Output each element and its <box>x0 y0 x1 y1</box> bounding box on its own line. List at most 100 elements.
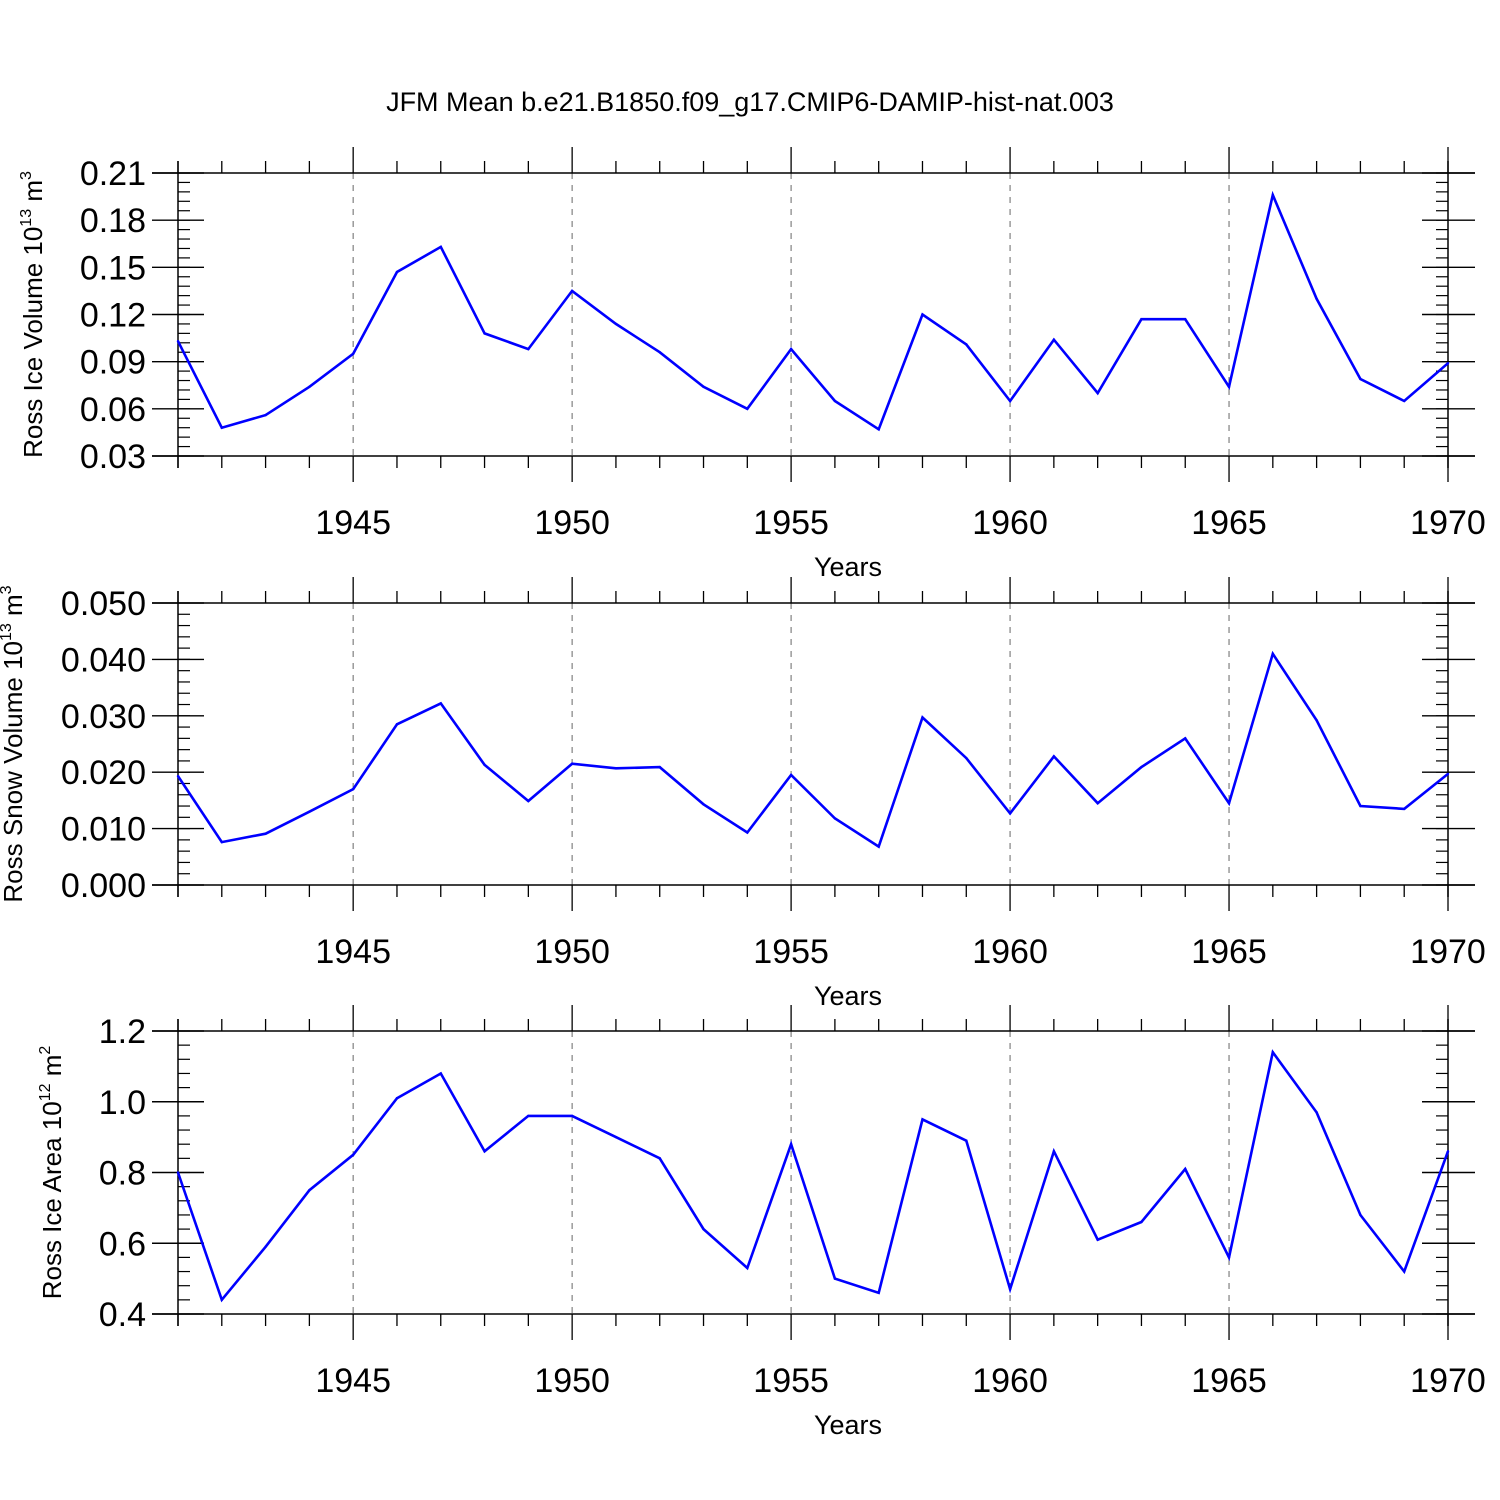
data-point <box>833 399 837 403</box>
data-point <box>833 1277 837 1280</box>
data-point <box>1184 1167 1187 1171</box>
data-point <box>1403 1270 1406 1273</box>
data-point <box>746 831 749 834</box>
y-axis-title-exponent: 13 <box>18 209 35 227</box>
figure-title: JFM Mean b.e21.B1850.f09_g17.CMIP6-DAMIP… <box>386 87 1114 117</box>
y-tick-label: 0.09 <box>80 344 146 382</box>
data-point <box>264 832 267 835</box>
data-point <box>1096 802 1099 805</box>
x-tick-label: 1960 <box>972 933 1048 971</box>
data-point <box>1315 1111 1318 1114</box>
data-point <box>833 817 837 820</box>
data-point <box>220 426 223 429</box>
y-tick-label: 0.040 <box>61 641 146 679</box>
y-axis-title-unit-exponent: 2 <box>37 1046 54 1055</box>
data-point <box>965 756 968 760</box>
y-tick-label: 0.6 <box>99 1225 146 1263</box>
y-tick-label: 0.06 <box>80 391 146 429</box>
y-axis-title-exponent: 13 <box>0 623 15 641</box>
data-point <box>746 407 749 411</box>
data-point <box>1271 1051 1275 1054</box>
data-point <box>395 270 399 274</box>
x-tick-label: 1950 <box>534 504 610 542</box>
x-tick-label: 1965 <box>1191 933 1267 971</box>
y-tick-label: 1.2 <box>99 1013 146 1051</box>
data-point <box>921 716 924 719</box>
data-point <box>527 799 530 803</box>
y-tick-label: 0.12 <box>80 297 146 335</box>
data-point <box>614 322 618 326</box>
data-point <box>351 787 355 791</box>
data-point <box>176 340 180 343</box>
x-tick-label: 1960 <box>972 504 1048 542</box>
y-tick-label: 0.010 <box>61 811 146 849</box>
y-axis-title-main: Ross Snow Volume 10 <box>0 641 28 903</box>
data-point <box>1446 1150 1450 1153</box>
data-point <box>702 1227 705 1231</box>
data-point <box>1359 804 1362 808</box>
data-point <box>1008 812 1012 815</box>
data-point <box>789 1143 793 1146</box>
series-line <box>176 1049 1450 1303</box>
data-point <box>658 765 661 769</box>
y-tick-label: 0.03 <box>80 438 146 476</box>
y-tick-label: 0.4 <box>99 1296 146 1334</box>
data-point <box>921 313 924 316</box>
panel-ice-volume: 1945 1950 1955 1960 1965 1970 Years 0.03 0.06 0.0… <box>18 147 1486 582</box>
data-point <box>570 762 574 765</box>
data-point <box>308 385 311 389</box>
panel-ice-area: 1945 1950 1955 1960 1965 1970 Years 0.4 0.6 0.8 1.… <box>37 1005 1486 1440</box>
data-point <box>1315 297 1318 300</box>
y-tick-label: 0.020 <box>61 754 146 792</box>
data-point <box>1403 399 1406 403</box>
data-point <box>1446 362 1450 365</box>
x-tick-label: 1965 <box>1191 504 1267 542</box>
data-point <box>1184 318 1187 321</box>
data-point <box>1227 385 1231 389</box>
data-point <box>570 289 574 293</box>
y-tick-label: 0.8 <box>99 1155 146 1193</box>
data-point <box>965 343 968 346</box>
data-point <box>702 803 705 806</box>
data-point <box>921 1118 924 1121</box>
x-tick-label: 1960 <box>972 1362 1048 1400</box>
data-point <box>1052 755 1056 758</box>
series-line <box>176 190 1449 432</box>
y-axis-title-exponent: 12 <box>37 1083 54 1101</box>
data-point <box>308 810 311 813</box>
data-point <box>395 723 399 726</box>
y-tick-label: 0.000 <box>61 867 146 905</box>
data-point <box>1227 802 1231 805</box>
x-tick-label: 1970 <box>1410 504 1486 542</box>
y-tick-label: 1.0 <box>99 1084 146 1122</box>
data-point <box>1359 377 1362 381</box>
y-tick-label: 0.15 <box>80 249 146 287</box>
data-point <box>439 1072 442 1075</box>
data-point <box>877 845 880 848</box>
x-tick-label: 1950 <box>534 1362 610 1400</box>
x-tick-label: 1945 <box>315 504 391 542</box>
data-point <box>176 774 180 778</box>
data-point <box>308 1188 311 1192</box>
data-point <box>702 385 705 389</box>
y-axis-title-main: Ross Ice Area 10 <box>37 1101 67 1299</box>
x-axis-title: Years <box>814 1410 882 1440</box>
data-point <box>614 767 618 770</box>
data-point <box>264 413 267 417</box>
y-axis-title-unit-exponent: 3 <box>0 585 15 594</box>
data-point <box>483 763 486 767</box>
x-tick-label: 1970 <box>1410 933 1486 971</box>
y-axis-title: Ross Ice Volume 1013 m3 <box>18 171 48 458</box>
data-point <box>395 1097 399 1100</box>
series-line <box>176 650 1449 849</box>
data-point <box>1140 765 1143 769</box>
data-point <box>220 1298 223 1302</box>
x-tick-label: 1955 <box>753 933 829 971</box>
data-point <box>1008 1288 1012 1291</box>
data-point <box>1140 318 1143 321</box>
data-point <box>614 1135 618 1139</box>
data-point <box>176 1171 180 1174</box>
x-tick-label: 1970 <box>1410 1362 1486 1400</box>
